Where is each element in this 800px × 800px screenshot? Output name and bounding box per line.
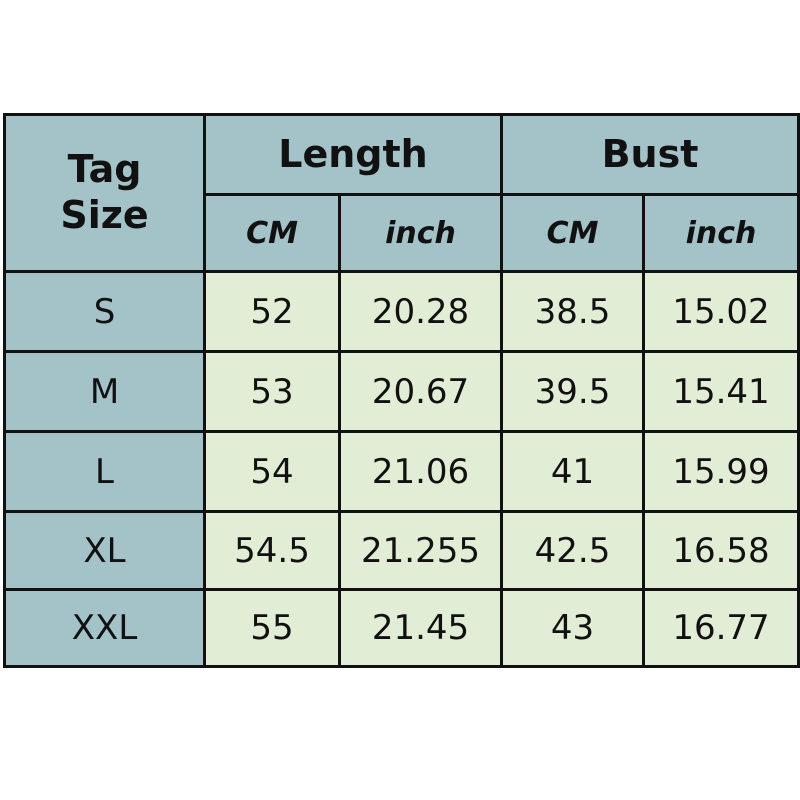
table-cell-bust-cm: 43: [500, 588, 645, 668]
table-cell-bust-inch: 15.02: [642, 270, 800, 353]
size-label-cell: XL: [3, 510, 206, 591]
size-label-cell: M: [3, 350, 206, 433]
table-cell-length-inch: 20.67: [338, 350, 503, 433]
size-label-cell: L: [3, 430, 206, 513]
header-unit: CM: [203, 193, 341, 273]
size-label-cell: XXL: [3, 588, 206, 668]
table-cell-length-cm: 52: [203, 270, 341, 353]
header-group-length: Length: [203, 113, 503, 196]
table-cell-length-cm: 55: [203, 588, 341, 668]
table-cell-bust-cm: 42.5: [500, 510, 645, 591]
table-cell-bust-inch: 15.41: [642, 350, 800, 433]
table-cell-length-cm: 53: [203, 350, 341, 433]
table-cell-bust-cm: 38.5: [500, 270, 645, 353]
table-cell-bust-cm: 39.5: [500, 350, 645, 433]
header-unit: CM: [500, 193, 645, 273]
table-cell-length-cm: 54: [203, 430, 341, 513]
table-cell-bust-inch: 15.99: [642, 430, 800, 513]
header-tag-size-text: Size: [60, 193, 149, 237]
size-label-cell: S: [3, 270, 206, 353]
header-tag-size-text: Tag: [67, 147, 142, 192]
table-cell-length-inch: 21.06: [338, 430, 503, 513]
table-cell-length-inch: 21.45: [338, 588, 503, 668]
header-unit: inch: [642, 193, 800, 273]
header-unit: inch: [338, 193, 503, 273]
table-cell-length-inch: 21.255: [338, 510, 503, 591]
table-cell-length-cm: 54.5: [203, 510, 341, 591]
header-group-bust: Bust: [500, 113, 800, 196]
table-cell-bust-inch: 16.77: [642, 588, 800, 668]
table-cell-bust-inch: 16.58: [642, 510, 800, 591]
header-tag-size: Tag Size: [3, 113, 206, 273]
table-cell-bust-cm: 41: [500, 430, 645, 513]
table-cell-length-inch: 20.28: [338, 270, 503, 353]
